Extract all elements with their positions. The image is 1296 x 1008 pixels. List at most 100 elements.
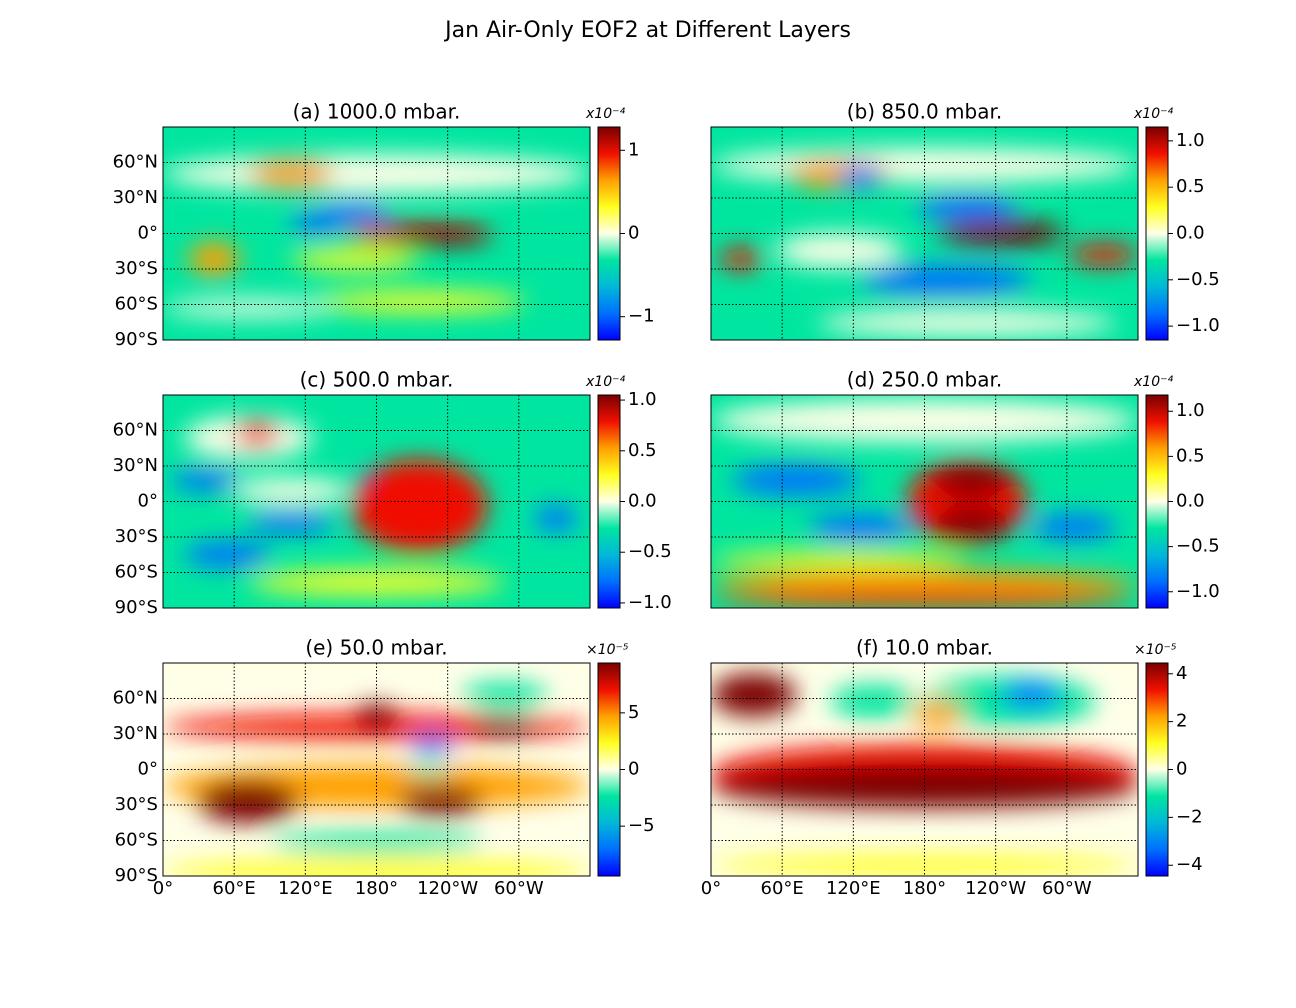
panel-title: (b) 850.0 mbar. (847, 100, 1002, 124)
lon-tick-label: 120°E (826, 878, 881, 899)
field-patterns (711, 399, 1138, 608)
field-blob (248, 512, 334, 534)
colorbar-tick-label: −0.5 (628, 541, 672, 562)
field-blob (719, 248, 763, 270)
lon-tick-label: 0° (701, 878, 721, 899)
colorbar-tick-label: 5 (628, 702, 639, 723)
lat-tick-label: 90°S (115, 865, 158, 886)
field-patterns (711, 148, 1138, 336)
lon-tick-label: 120°W (417, 878, 478, 899)
colorbar-tick-label: 1.0 (1176, 400, 1205, 421)
field-blob (534, 505, 578, 532)
field-blob (775, 233, 904, 268)
lat-tick-label: 60°N (113, 688, 158, 709)
field-blob (809, 514, 912, 540)
colorbar-scale-label: x10⁻⁴ (585, 374, 625, 390)
field-blob (461, 682, 548, 708)
field-blob (839, 165, 882, 187)
lon-tick-label: 60°E (213, 878, 256, 899)
colorbar-tick-label: −0.5 (1176, 269, 1220, 290)
field-blob (184, 541, 270, 568)
field-blob (1069, 244, 1138, 266)
colorbar-tick-label: 0.0 (1176, 491, 1205, 512)
lat-tick-label: 60°S (115, 294, 158, 315)
lat-tick-label: 60°N (113, 152, 158, 173)
field-patterns (171, 416, 578, 596)
field-blob (163, 299, 334, 317)
field (163, 663, 590, 876)
field-blob (350, 458, 488, 553)
field-blob (171, 469, 240, 491)
lat-tick-label: 60°S (115, 830, 158, 851)
field-blob (933, 507, 1010, 538)
map-panel: 60°N 30°N 0° 30°S 60°S 90°S (c) 500.0 mbar. −1.… (113, 368, 672, 619)
lon-tick-label: 120°W (965, 878, 1026, 899)
colorbar-scale-label: x10⁻⁴ (1133, 106, 1173, 122)
colorbar-tick-label: 1.0 (1176, 130, 1205, 151)
field-blob (817, 310, 1117, 336)
lon-tick-label: 180° (903, 878, 946, 899)
panel-frame (710, 394, 1139, 609)
panel-title: (a) 1000.0 mbar. (293, 100, 461, 124)
field-blob (235, 420, 279, 447)
field-blob (860, 265, 1032, 296)
field-blob (470, 716, 539, 738)
panel-frame (162, 126, 591, 341)
colorbar (1145, 126, 1169, 341)
field-blob (933, 465, 1010, 496)
colorbar-tick-label: 0.5 (628, 440, 657, 461)
lat-tick-label: 30°S (115, 794, 158, 815)
colorbar-tick-label: 4 (1176, 663, 1187, 684)
colorbar-tick-label: 1 (628, 139, 639, 160)
lon-tick-label: 120°E (278, 878, 333, 899)
colorbar (597, 394, 621, 609)
colorbar-tick-label: 0 (1176, 759, 1187, 780)
field-blob (188, 242, 240, 277)
field-blob (248, 569, 505, 596)
field-blob (732, 465, 861, 496)
map-panel: 60°N30°N0°30°S60°S90°S0° 60°E 120°E 180° 120… (113, 636, 655, 900)
field-blob (711, 550, 968, 568)
figure-title: Jan Air-Only EOF2 at Different Layers (443, 18, 851, 43)
lat-tick-label: 0° (138, 759, 158, 780)
colorbar-tick-label: −5 (628, 815, 655, 836)
lat-tick-label: 90°S (115, 597, 158, 618)
panel-title: (c) 500.0 mbar. (300, 368, 454, 392)
panel-frame (162, 394, 591, 609)
lat-tick-label: 30°S (115, 258, 158, 279)
map-panel: 0° 60°E 120°E 180° 120°W 60°W (f) 10.0 mbar. −4… (701, 636, 1203, 900)
colorbar-scale-label: ×10⁻⁵ (1134, 642, 1177, 658)
colorbar-tick-label: −1.0 (1176, 581, 1220, 602)
field-blob (711, 569, 1138, 596)
field-blob (320, 201, 390, 223)
panel-title: (f) 10.0 mbar. (856, 636, 993, 660)
panel-title: (d) 250.0 mbar. (847, 368, 1002, 392)
lat-tick-label: 30°N (113, 723, 158, 744)
lon-tick-label: 60°E (761, 878, 804, 899)
field-blob (312, 291, 526, 313)
lat-tick-label: 90°S (115, 329, 158, 350)
colorbar-tick-label: −4 (1176, 854, 1203, 875)
lat-tick-label: 0° (138, 223, 158, 244)
field-blob (291, 248, 420, 270)
map-panel: 60°N 30°N 0° 30°S 60°S 90°S (a) 1000.0 mbar. −1… (113, 100, 655, 351)
field-blob (937, 220, 1066, 247)
field-blob (231, 478, 351, 504)
colorbar-tick-label: 0.5 (1176, 176, 1205, 197)
lat-tick-label: 30°N (113, 187, 158, 208)
colorbar (597, 662, 621, 877)
panel-title: (e) 50.0 mbar. (305, 636, 447, 660)
field-blob (197, 780, 300, 823)
colorbar-tick-label: 0.5 (1176, 445, 1205, 466)
field-blob (1001, 682, 1062, 708)
field-blob (397, 786, 484, 817)
colorbar-tick-label: −1.0 (628, 592, 672, 613)
colorbar-tick-label: 1.0 (628, 389, 657, 410)
lat-tick-label: 30°S (115, 526, 158, 547)
lat-tick-label: 0° (138, 491, 158, 512)
lat-tick-label: 60°N (113, 420, 158, 441)
field-blob (711, 854, 1138, 876)
